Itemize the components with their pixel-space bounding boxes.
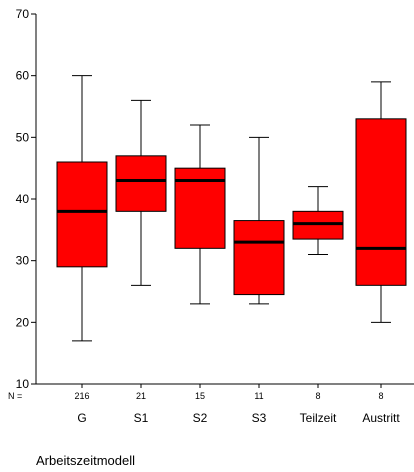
box-austritt: [355, 81, 407, 323]
y-tick-label: 10: [16, 377, 30, 391]
iqr-box: [115, 155, 167, 212]
x-category-label: Teilzeit: [300, 411, 337, 425]
y-tick-label: 50: [16, 130, 30, 144]
x-axis-title: Arbeitszeitmodell: [36, 453, 135, 468]
box-s1: [115, 99, 167, 286]
y-tick-label: 60: [16, 69, 30, 83]
box-series: [56, 75, 407, 342]
n-count-label: 8: [378, 391, 383, 401]
plot-area: 10 20 30 40 50 60 70 216 G 21 S1 15 S2 11 S3 8 Teilzeit…: [16, 7, 414, 425]
y-tick-label: 30: [16, 254, 30, 268]
y-axis-ticks: 10 20 30 40 50 60 70: [16, 7, 36, 391]
x-category-label: G: [77, 411, 86, 425]
n-count-label: 8: [315, 391, 320, 401]
x-category-label: S1: [134, 411, 149, 425]
y-tick-label: 70: [16, 7, 30, 21]
box-s2: [174, 124, 226, 305]
x-category-label: S3: [252, 411, 267, 425]
y-tick-label: 40: [16, 192, 30, 206]
n-prefix-label: N =: [8, 391, 22, 401]
box-teilzeit: [292, 186, 344, 255]
x-axis-categories: 216 G 21 S1 15 S2 11 S3 8 Teilzeit 8 Austritt: [74, 384, 400, 425]
y-tick-label: 20: [16, 315, 30, 329]
iqr-box: [233, 220, 285, 296]
box-s3: [233, 136, 285, 305]
n-count-label: 11: [254, 391, 263, 401]
box-g: [56, 75, 108, 342]
iqr-box: [292, 210, 344, 240]
iqr-box: [355, 118, 407, 286]
n-count-label: 21: [136, 391, 146, 401]
iqr-box: [56, 161, 108, 268]
n-count-label: 216: [74, 391, 89, 401]
x-category-label: S2: [193, 411, 208, 425]
x-category-label: Austritt: [362, 411, 400, 425]
n-count-label: 15: [195, 391, 205, 401]
